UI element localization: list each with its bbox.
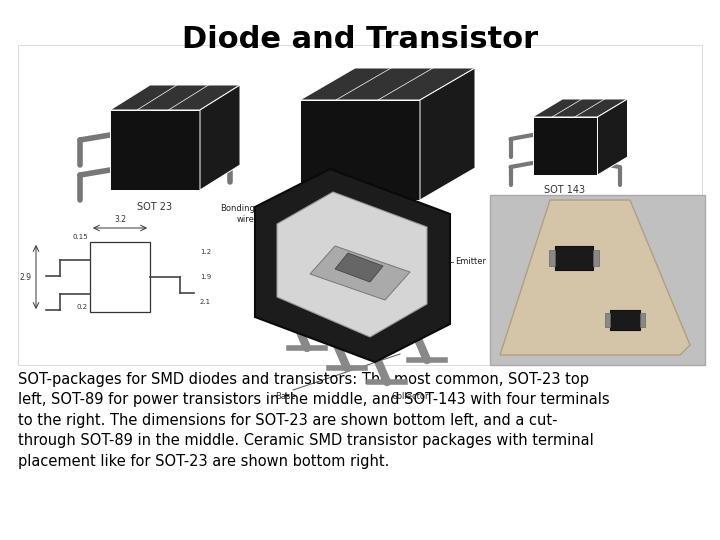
Text: Base: Base	[275, 392, 295, 401]
Polygon shape	[300, 68, 475, 100]
Text: Bonding
wire: Bonding wire	[220, 204, 255, 224]
Polygon shape	[533, 99, 628, 117]
Bar	[18, 45, 702, 365]
Polygon shape	[200, 85, 240, 190]
Text: SOT 23: SOT 23	[138, 202, 173, 212]
Bar	[555, 246, 593, 270]
Polygon shape	[500, 200, 690, 355]
Text: Diode and Transistor: Diode and Transistor	[182, 25, 538, 54]
Polygon shape	[310, 246, 410, 300]
Text: SOT-packages for SMD diodes and transistors: The most common, SOT-23 top
left, S: SOT-packages for SMD diodes and transist…	[18, 372, 610, 469]
Text: 1.9: 1.9	[200, 274, 211, 280]
Bar	[593, 250, 599, 266]
Bar	[549, 250, 555, 266]
Polygon shape	[533, 117, 598, 175]
Polygon shape	[598, 99, 628, 175]
Text: 2.9: 2.9	[20, 273, 32, 281]
Bar	[640, 313, 645, 327]
Text: 1.2: 1.2	[200, 249, 211, 255]
Bar	[90, 242, 150, 312]
Polygon shape	[300, 100, 420, 200]
Text: SOT 89: SOT 89	[370, 214, 405, 224]
Text: Emitter: Emitter	[455, 258, 486, 267]
Polygon shape	[277, 192, 427, 337]
Text: 2.1: 2.1	[200, 299, 211, 305]
Polygon shape	[420, 68, 475, 200]
Bar	[605, 313, 610, 327]
Bar	[490, 195, 705, 365]
Text: Collector: Collector	[391, 392, 428, 401]
Text: 0.15: 0.15	[73, 234, 88, 240]
Polygon shape	[110, 110, 200, 190]
Polygon shape	[110, 85, 240, 110]
Bar	[610, 310, 640, 330]
Text: Passivated
semiconductor
chip: Passivated semiconductor chip	[322, 132, 384, 162]
Text: 3.2: 3.2	[114, 215, 126, 224]
Text: SOT 143: SOT 143	[544, 185, 585, 195]
Polygon shape	[335, 253, 383, 282]
Text: 0.2: 0.2	[77, 304, 88, 310]
Polygon shape	[255, 169, 450, 362]
